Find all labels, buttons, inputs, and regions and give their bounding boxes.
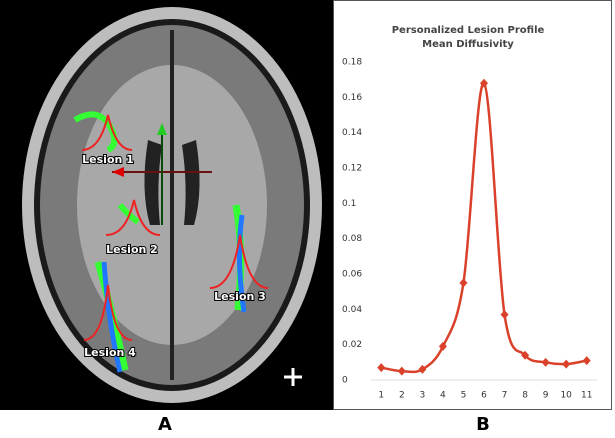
marker <box>562 359 571 369</box>
panel-label: A <box>158 414 172 435</box>
y-tick-label: 0.12 <box>342 164 362 174</box>
marker <box>500 310 509 320</box>
y-tick-label: 0.04 <box>342 305 362 315</box>
lesion-label: Lesion 3 <box>214 290 266 303</box>
lesion-label: Lesion 4 <box>84 346 136 359</box>
x-tick-label: 5 <box>461 391 467 401</box>
y-tick-label: 0.16 <box>342 93 362 103</box>
bell-2 <box>105 199 161 236</box>
x-tick-label: 6 <box>481 391 487 401</box>
marker <box>459 278 468 288</box>
mri-panel: Lesion 1 Lesion 2 Lesion 3 Lesion 4 <box>0 0 333 410</box>
x-tick-label: 1 <box>378 391 384 401</box>
plus-icon <box>284 368 302 386</box>
y-tick-label: 0.06 <box>342 270 362 280</box>
y-tick-label: 0.08 <box>342 234 362 244</box>
chart-subtitle: Mean Diffusivity <box>422 39 514 50</box>
fibers-4b <box>101 261 123 373</box>
marker <box>480 78 488 88</box>
x-tick-label: 9 <box>543 391 549 401</box>
marker <box>521 350 530 360</box>
marker <box>438 341 447 351</box>
chart-title: Personalized Lesion Profile <box>392 25 545 36</box>
x-tick-label: 4 <box>440 391 446 401</box>
y-tick-label: 0.18 <box>342 58 362 68</box>
lesion-label: Lesion 1 <box>82 153 134 166</box>
marker <box>418 364 427 374</box>
bell-4 <box>83 284 133 341</box>
x-tick-label: 8 <box>522 391 528 401</box>
marker <box>541 357 550 367</box>
y-tick-label: 0 <box>342 376 348 386</box>
x-tick-label: 3 <box>419 391 425 401</box>
bell-1 <box>81 114 133 151</box>
panel-label: B <box>476 414 490 435</box>
arrow-red <box>112 167 124 177</box>
fibers-2 <box>117 203 140 225</box>
y-tick-label: 0.14 <box>342 128 362 138</box>
y-tick-label: 0.02 <box>342 340 362 350</box>
arrow-green <box>157 123 167 135</box>
ventricles <box>144 140 200 225</box>
x-tick-label: 7 <box>502 391 508 401</box>
x-tick-label: 10 <box>560 391 572 401</box>
marker <box>377 363 386 373</box>
bell-3 <box>209 234 269 289</box>
marker <box>582 356 591 366</box>
x-tick-label: 2 <box>399 391 405 401</box>
chart-frame <box>333 0 612 410</box>
y-tick-label: 0.1 <box>342 199 356 209</box>
fibers-3b <box>236 214 247 313</box>
marker <box>397 366 406 376</box>
lesion-label: Lesion 2 <box>106 243 158 256</box>
x-tick-label: 11 <box>581 391 592 401</box>
